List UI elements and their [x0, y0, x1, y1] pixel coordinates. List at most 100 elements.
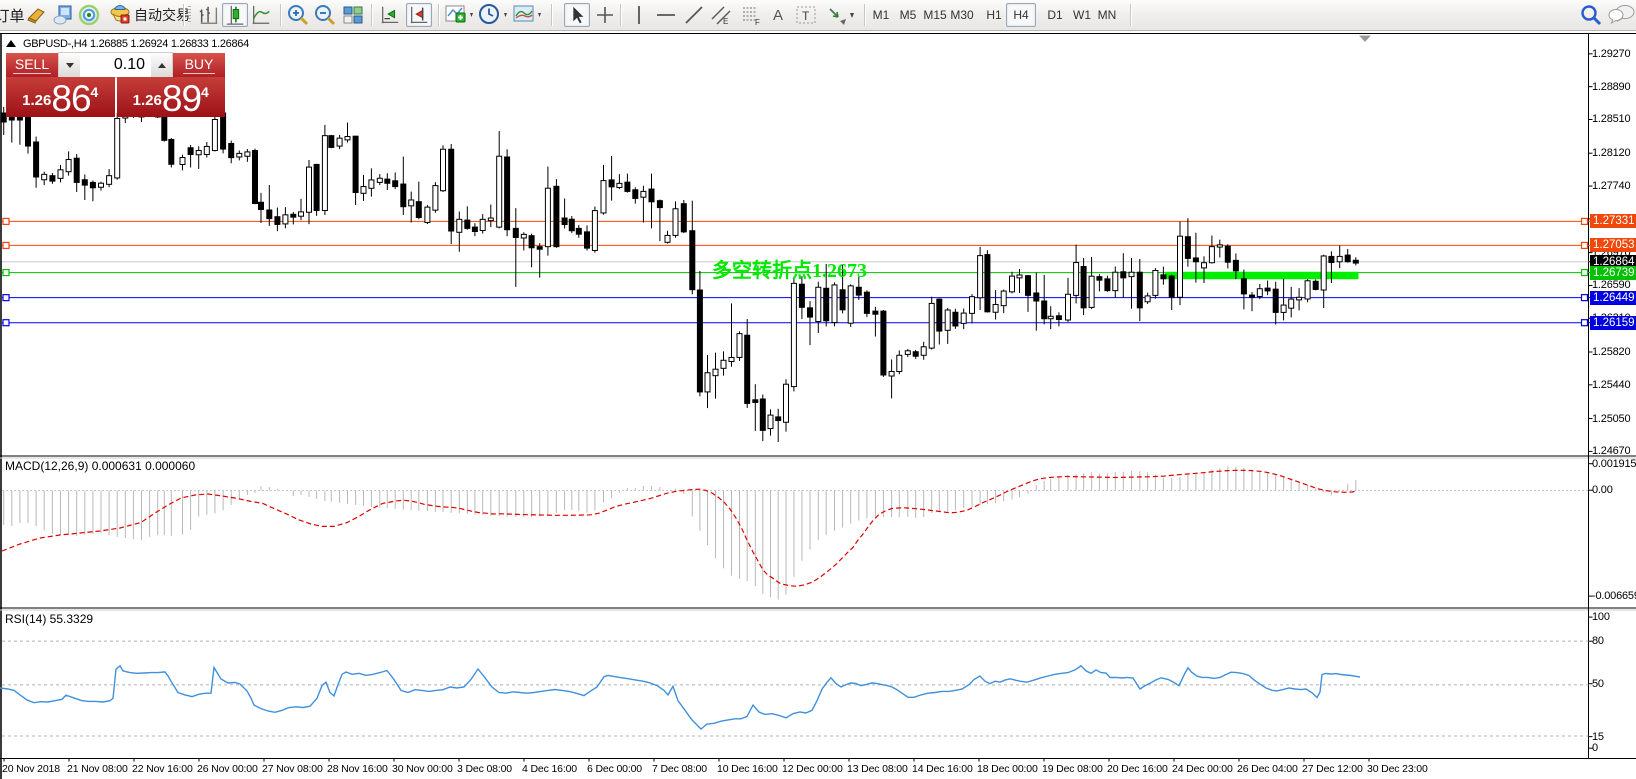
- candle: [106, 169, 113, 188]
- candle-body-bear: [536, 246, 543, 250]
- candle: [195, 146, 202, 169]
- chart-shift-icon[interactable]: [406, 3, 432, 27]
- level-line-handle[interactable]: [2, 241, 10, 250]
- sell-price-display[interactable]: 1.26 86 4: [6, 77, 115, 117]
- level-line-handle[interactable]: [2, 217, 10, 225]
- level-right-handle: [1580, 319, 1589, 327]
- tile-windows-icon[interactable]: [340, 3, 366, 27]
- candle-body-bull: [360, 186, 367, 194]
- candle: [258, 192, 264, 224]
- candle-body-bear: [1224, 245, 1231, 263]
- candle-body-bear: [1168, 275, 1175, 298]
- templates-icon[interactable]: [512, 3, 542, 27]
- line-chart-icon[interactable]: [248, 3, 274, 27]
- periods-icon[interactable]: [478, 3, 508, 27]
- candle-body-bull: [783, 383, 789, 423]
- timeframe-button-h1[interactable]: H1: [986, 8, 1002, 22]
- candle: [1328, 251, 1335, 284]
- autotrading-button[interactable]: 自动交易: [130, 3, 194, 27]
- terminal-icon[interactable]: [52, 3, 74, 27]
- level-line-handle[interactable]: [2, 268, 10, 277]
- candle-body-bear: [775, 416, 782, 422]
- timeframe-button-m5[interactable]: M5: [899, 8, 917, 22]
- volume-increase-button[interactable]: [151, 53, 172, 77]
- timeframe-button-mn[interactable]: MN: [1097, 8, 1117, 22]
- text-label-icon[interactable]: T: [794, 3, 818, 27]
- candle-body-bear: [1240, 278, 1247, 295]
- time-tick-label: 18 Dec 00:00: [977, 763, 1038, 775]
- candle: [823, 263, 830, 327]
- indicators-icon[interactable]: [444, 3, 474, 27]
- chat-icon[interactable]: [1608, 3, 1636, 27]
- fibonacci-icon[interactable]: F: [740, 3, 764, 27]
- search-icon[interactable]: [1578, 3, 1604, 27]
- candle: [1104, 275, 1111, 292]
- chart-plot-area[interactable]: [0, 34, 1636, 779]
- collapse-ohlc-icon[interactable]: [6, 40, 16, 47]
- candle-body-bear: [744, 334, 751, 404]
- level-line-handle[interactable]: [2, 294, 10, 302]
- candle-body-bull: [456, 218, 463, 233]
- cursor-icon[interactable]: [564, 3, 590, 27]
- candlestick-chart-icon[interactable]: [222, 3, 248, 27]
- timeframe-button-m30[interactable]: M30: [950, 8, 974, 22]
- zoom-out-icon[interactable]: [312, 3, 338, 27]
- svg-text:E: E: [723, 17, 728, 26]
- candle-body-bear: [33, 141, 40, 178]
- candle-body-bear: [863, 291, 870, 314]
- timeframe-button-m1[interactable]: M1: [872, 8, 890, 22]
- candle-body-bear: [352, 135, 359, 194]
- candle-body-bull: [1152, 269, 1159, 296]
- level-right-handle: [1580, 241, 1589, 250]
- vertical-line-icon[interactable]: [627, 3, 651, 27]
- candle: [1201, 256, 1207, 284]
- price-badge-pivot-line: 1.26739: [1590, 265, 1636, 280]
- chart-shift-marker[interactable]: [1359, 35, 1371, 43]
- candle: [728, 303, 735, 367]
- candle: [1256, 283, 1263, 300]
- text-icon[interactable]: A: [767, 3, 789, 27]
- volume-control: [58, 52, 173, 78]
- toolbar-grip[interactable]: [188, 6, 191, 24]
- time-tick-label: 26 Dec 04:00: [1237, 763, 1298, 775]
- crosshair-icon[interactable]: [592, 3, 618, 27]
- candle-body-bull: [992, 303, 999, 313]
- candle: [744, 319, 751, 408]
- chart-annotation-text[interactable]: 多空转折点1.2673: [712, 259, 867, 282]
- buy-button[interactable]: BUY: [173, 53, 225, 77]
- bar-chart-icon[interactable]: [196, 3, 222, 27]
- candle: [1065, 277, 1071, 322]
- volume-decrease-button[interactable]: [59, 53, 80, 77]
- arrows-icon[interactable]: [824, 3, 856, 27]
- candle: [568, 216, 575, 233]
- sell-button[interactable]: SELL: [6, 53, 58, 77]
- candle-body-bear: [1160, 274, 1167, 280]
- zoom-in-icon[interactable]: [285, 3, 311, 27]
- candle: [57, 164, 64, 183]
- new-order-button[interactable]: 新订单: [0, 3, 32, 27]
- candle-body-bear: [1055, 315, 1062, 320]
- candle-body-bear: [561, 217, 568, 226]
- auto-scroll-icon[interactable]: [377, 3, 403, 27]
- timeframe-button-d1[interactable]: D1: [1047, 8, 1063, 22]
- candle: [228, 140, 235, 164]
- horizontal-line-icon[interactable]: [654, 3, 678, 27]
- channel-icon[interactable]: E: [709, 3, 733, 27]
- candle: [1232, 253, 1239, 280]
- level-line-handle[interactable]: [2, 319, 10, 327]
- expert-advisors-icon[interactable]: [108, 3, 132, 27]
- trendline-icon[interactable]: [682, 3, 706, 27]
- timeframe-button-w1[interactable]: W1: [1073, 8, 1091, 22]
- candle-body-bull: [1073, 262, 1080, 296]
- candle-body-bear: [25, 112, 31, 147]
- timeframe-button-h4[interactable]: H4: [1006, 3, 1036, 27]
- buy-price-display[interactable]: 1.26 89 4: [116, 77, 225, 117]
- candle: [704, 355, 711, 409]
- timeframe-button-m15[interactable]: M15: [923, 8, 947, 22]
- candle: [880, 309, 887, 377]
- candle-body-bear: [187, 147, 194, 156]
- candle-body-bull: [106, 175, 113, 185]
- signals-icon[interactable]: [78, 3, 100, 27]
- volume-input[interactable]: [80, 53, 151, 77]
- journal-icon[interactable]: [26, 3, 48, 27]
